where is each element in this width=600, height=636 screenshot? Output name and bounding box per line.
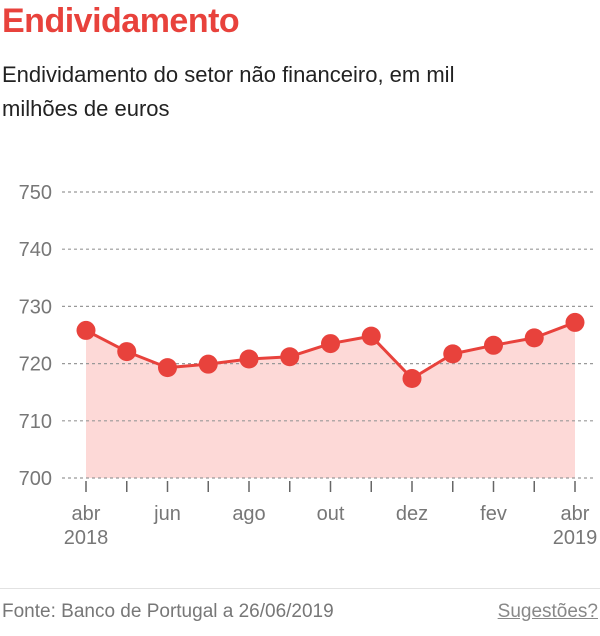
data-point: [361, 326, 381, 346]
x-tick-label: out: [317, 503, 345, 525]
page-title: Endividamento: [2, 2, 240, 40]
y-tick-label: 710: [19, 411, 52, 433]
y-tick-label: 740: [19, 239, 52, 261]
x-tick-year-label: 2019: [553, 527, 598, 549]
y-tick-label: 750: [19, 182, 52, 204]
x-tick-label: fev: [480, 503, 507, 525]
x-tick-label: jun: [153, 503, 181, 525]
data-point: [158, 358, 177, 378]
subtitle-line-2: milhões de euros: [2, 96, 170, 121]
y-tick-label: 720: [19, 354, 52, 376]
data-point: [280, 347, 300, 367]
y-tick-label: 730: [19, 296, 52, 318]
data-point: [239, 349, 259, 369]
x-tick-year-label: 2018: [64, 527, 109, 549]
x-tick-label: ago: [232, 503, 265, 525]
footer-divider: [0, 588, 600, 589]
data-point: [524, 328, 544, 348]
x-tick-label: abr: [561, 503, 590, 525]
data-point: [484, 335, 503, 355]
data-point: [402, 368, 422, 388]
subtitle-line-1: Endividamento do setor não financeiro, e…: [2, 62, 455, 87]
x-tick-label: dez: [396, 503, 428, 525]
source-note: Fonte: Banco de Portugal a 26/06/2019: [2, 601, 334, 622]
chart-subtitle: Endividamento do setor não financeiro, e…: [2, 58, 600, 126]
data-point: [321, 334, 340, 354]
data-point: [117, 342, 137, 362]
suggestions-link[interactable]: Sugestões?: [497, 601, 598, 622]
x-tick-label: abr: [72, 503, 101, 525]
data-point: [76, 320, 96, 340]
y-tick-label: 700: [19, 468, 52, 490]
data-point: [565, 312, 585, 332]
data-point: [443, 344, 463, 364]
data-point: [198, 354, 218, 374]
